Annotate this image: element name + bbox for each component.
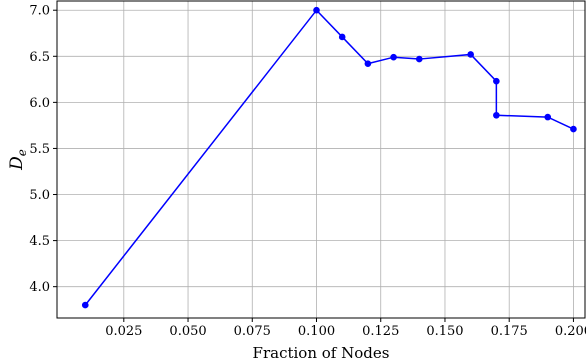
x-tick-label: 0.050 (169, 324, 206, 339)
x-tick-label: 0.100 (298, 324, 335, 339)
y-axis-label-main: D (7, 156, 27, 171)
x-tick-label: 0.125 (362, 324, 399, 339)
data-point (415, 55, 423, 63)
y-tick-label: 5.0 (29, 188, 50, 203)
y-tick-label: 4.5 (29, 234, 50, 249)
data-point (364, 60, 372, 67)
data-points (81, 6, 577, 309)
data-point (81, 301, 89, 309)
y-axis-label-subscript: e (15, 149, 29, 156)
y-tick-label: 6.0 (29, 96, 50, 111)
grid (57, 1, 585, 318)
data-point (493, 77, 500, 85)
y-tick-label: 7.0 (29, 4, 50, 19)
y-axis-ticks: 4.0 4.5 5.0 5.5 6.0 6.5 7.0 (29, 4, 57, 295)
x-axis-label: Fraction of Nodes (253, 344, 390, 362)
series-line (84, 9, 574, 306)
data-point (544, 113, 552, 121)
data-point (338, 33, 346, 41)
data-point (313, 6, 320, 14)
x-tick-label: 0.200 (555, 324, 586, 339)
data-point (467, 51, 474, 58)
data-point (493, 111, 500, 119)
x-tick-label: 0.150 (426, 324, 463, 339)
x-tick-label: 0.025 (105, 324, 142, 339)
y-axis-label: De (7, 149, 29, 171)
y-tick-label: 6.5 (29, 50, 50, 65)
plot-frame (56, 0, 586, 319)
x-tick-label: 0.075 (234, 324, 271, 339)
data-point (390, 53, 397, 61)
data-point (570, 125, 577, 133)
x-tick-label: 0.175 (491, 324, 528, 339)
y-tick-label: 5.5 (29, 142, 50, 157)
x-axis-ticks: 0.025 0.050 0.075 0.100 0.125 0.150 0.175 0.200 (105, 318, 586, 339)
y-tick-label: 4.0 (29, 280, 50, 295)
